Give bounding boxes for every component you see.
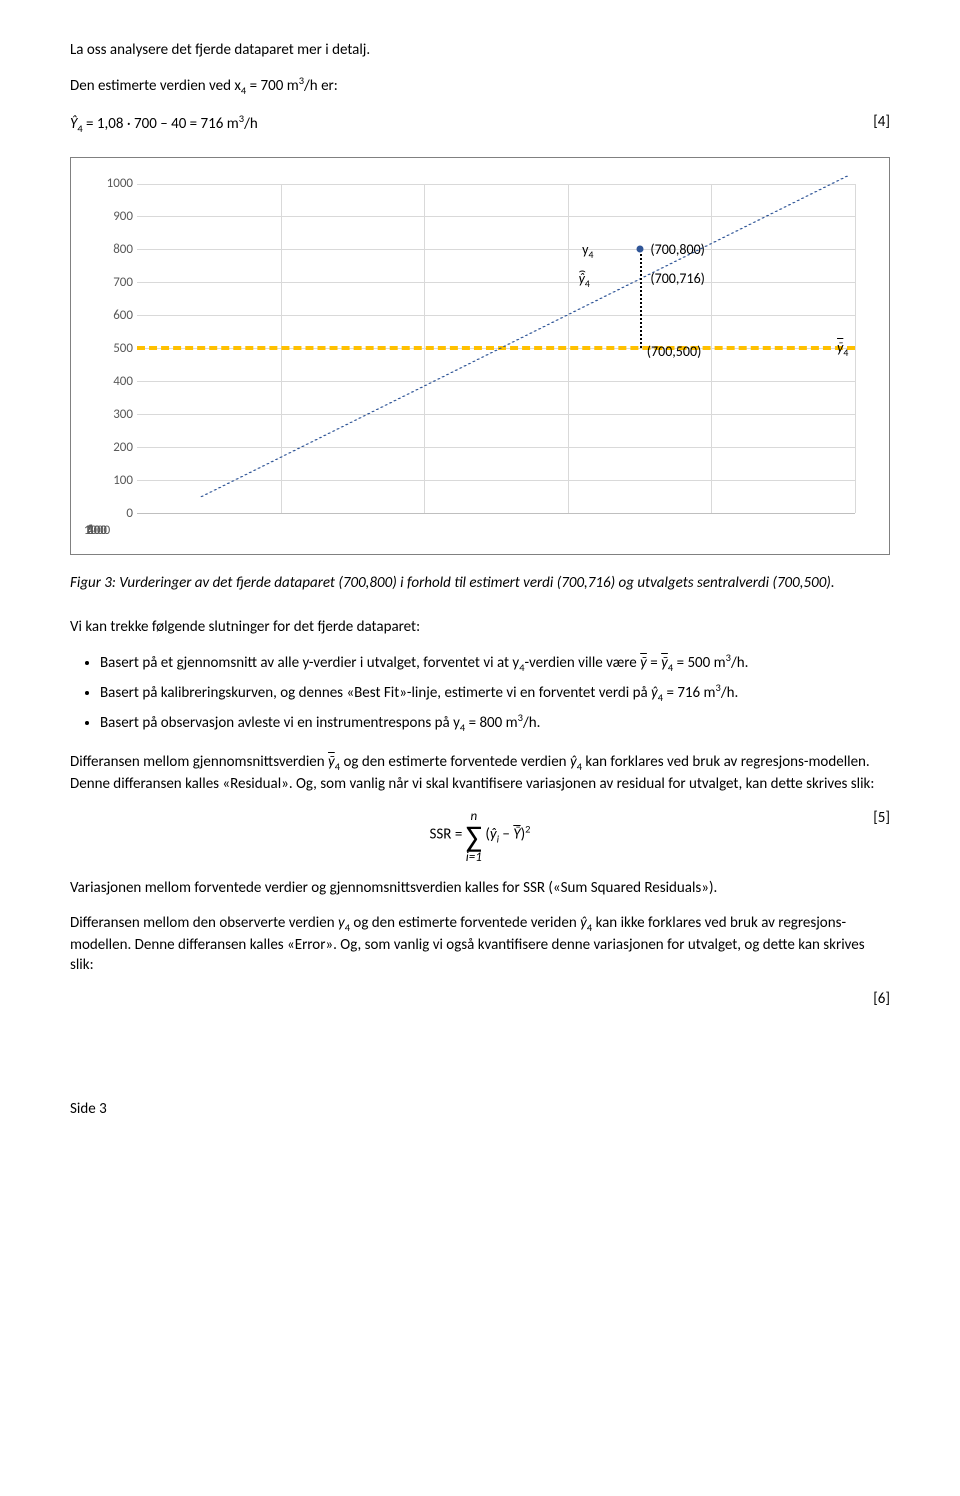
- eq-lhs: SSR =: [430, 826, 466, 844]
- ytick: 600: [97, 307, 133, 325]
- annotation-y4: y4: [582, 241, 593, 262]
- ytick: 300: [97, 406, 133, 424]
- ytick: 800: [97, 241, 133, 259]
- equation-6-number: [6]: [70, 989, 890, 1009]
- annotation-yhat4-coords: (700,716): [650, 270, 705, 289]
- intro-line-2: Den estimerte verdien ved x4 = 700 m3/h …: [70, 74, 890, 98]
- regression-line-svg: [137, 184, 855, 513]
- txt: Den estimerte verdien ved x: [70, 77, 241, 95]
- ytick: 1000: [97, 175, 133, 193]
- bullet-list: Basert på et gjennomsnitt av alle y-verd…: [100, 651, 890, 736]
- annotation-y4-coords: (700,800): [650, 241, 705, 260]
- ytick: 200: [97, 439, 133, 457]
- ytick: 0: [97, 505, 133, 523]
- eq-body: = 1,08 · 700 – 40 = 716 m: [86, 115, 239, 133]
- annotation-yhat4: ⌢ŷ4: [579, 270, 590, 291]
- annotation-ybar4: ȳ4: [837, 339, 848, 360]
- para-bullets-intro: Vi kan trekke følgende slutninger for de…: [70, 617, 890, 637]
- chart: 0 100 200 300 400 500 600 700 800 900 10…: [97, 184, 863, 544]
- regression-line: [202, 175, 848, 496]
- eq-number: [4]: [873, 112, 890, 132]
- equation-4: Ŷ4 = 1,08 · 700 – 40 = 716 m3/h [4]: [70, 112, 890, 136]
- figure-caption: Figur 3: Vurderinger av det fjerde datap…: [70, 573, 890, 593]
- chart-container: 0 100 200 300 400 500 600 700 800 900 10…: [70, 157, 890, 555]
- equation-5: SSR = n ∑ i=1 (ŷi − Ȳ)2 [5]: [70, 808, 890, 862]
- ytick: 500: [97, 340, 133, 358]
- plot-area: y4 (700,800) ⌢ŷ4 (700,716) (700,500) ȳ4: [137, 184, 855, 514]
- ytick: 400: [97, 373, 133, 391]
- eq-number: [5]: [873, 808, 890, 828]
- sub: 4: [77, 122, 82, 135]
- ytick: 700: [97, 274, 133, 292]
- bullet-3: Basert på observasjon avleste vi en inst…: [100, 711, 890, 735]
- data-point-marker: [636, 246, 643, 253]
- eq-number: [6]: [873, 990, 890, 1008]
- bullet-1: Basert på et gjennomsnitt av alle y-verd…: [100, 651, 890, 675]
- paragraph-ssr: Variasjonen mellom forventede verdier og…: [70, 878, 890, 898]
- paragraph-residual: Differansen mellom gjennomsnittsverdien …: [70, 752, 890, 794]
- ytick: 900: [97, 208, 133, 226]
- page-footer: Side 3: [70, 1099, 890, 1119]
- txt: = 700 m: [246, 77, 298, 95]
- bullet-2: Basert på kalibreringskurven, og dennes …: [100, 681, 890, 705]
- paragraph-error: Differansen mellom den observerte verdie…: [70, 913, 890, 976]
- vertical-marker-line: [640, 249, 642, 348]
- txt: /h er:: [304, 77, 338, 95]
- intro-line-1: La oss analysere det fjerde dataparet me…: [70, 40, 890, 60]
- txt: /h: [244, 115, 258, 133]
- annotation-ybar-coords: (700,500): [647, 343, 702, 362]
- ytick: 100: [97, 472, 133, 490]
